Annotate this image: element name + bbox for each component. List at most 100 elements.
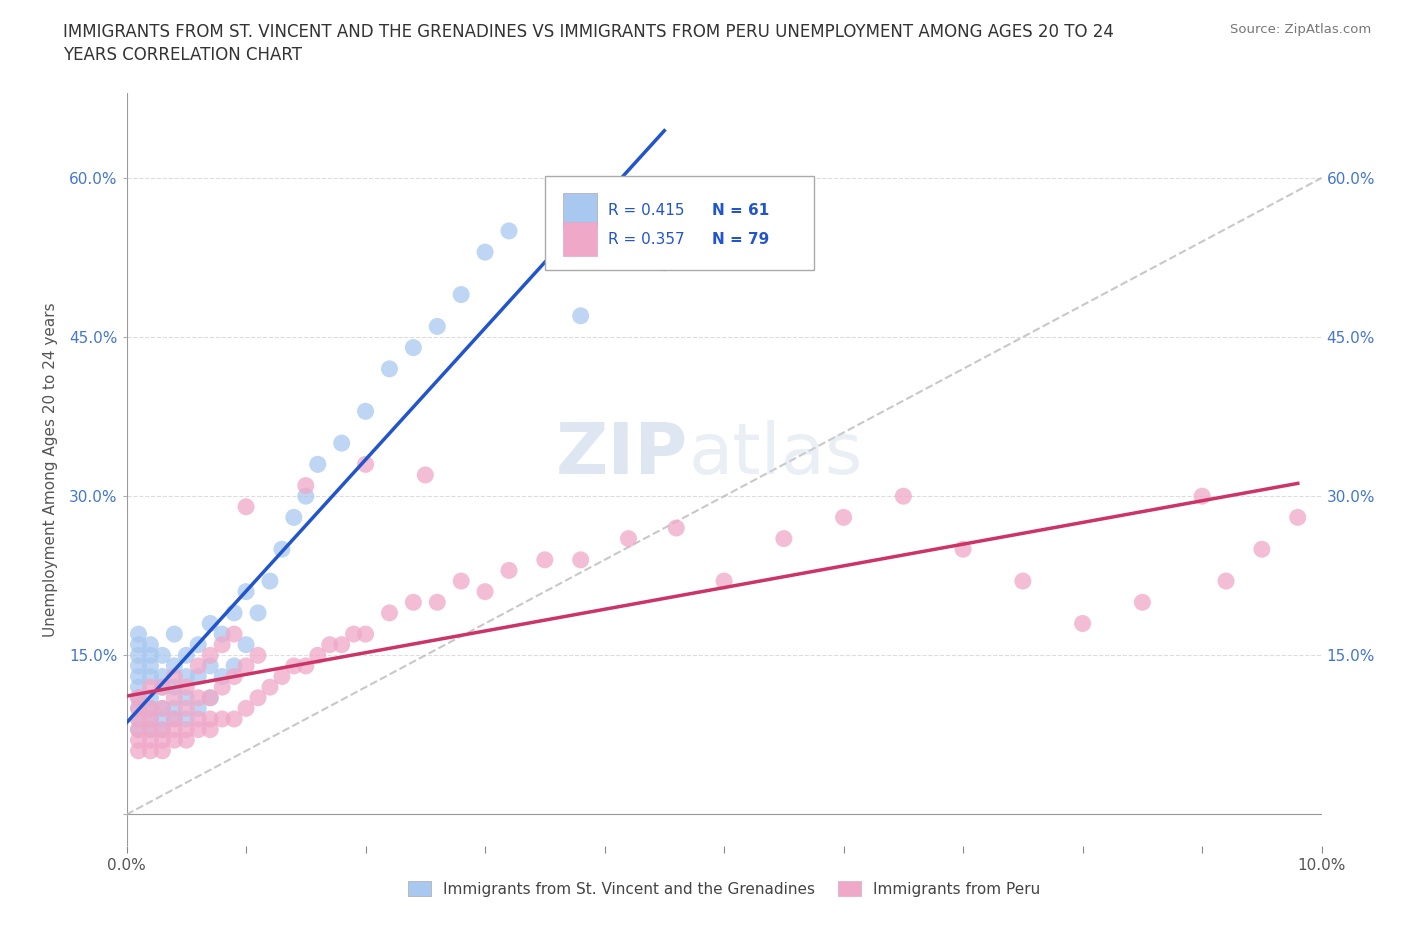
Text: atlas: atlas: [688, 420, 863, 489]
Point: [174, 648, 197, 663]
Point: [163, 733, 186, 748]
Point: [127, 669, 149, 684]
Point: [1286, 510, 1309, 525]
Point: [235, 637, 257, 652]
Point: [174, 711, 197, 726]
Point: [247, 648, 270, 663]
FancyBboxPatch shape: [544, 176, 814, 270]
Point: [330, 435, 353, 450]
Point: [200, 690, 222, 705]
Point: [235, 499, 257, 514]
Point: [773, 531, 796, 546]
Point: [270, 542, 294, 557]
Point: [307, 457, 329, 472]
Point: [163, 711, 186, 726]
Point: [127, 723, 149, 737]
Point: [474, 584, 496, 599]
Point: [211, 680, 233, 695]
Point: [139, 648, 162, 663]
Legend: Immigrants from St. Vincent and the Grenadines, Immigrants from Peru: Immigrants from St. Vincent and the Gren…: [402, 874, 1046, 903]
Point: [415, 468, 437, 483]
Point: [152, 680, 174, 695]
Point: [652, 256, 675, 271]
Point: [127, 743, 149, 758]
Point: [713, 574, 735, 589]
Text: N = 79: N = 79: [711, 232, 769, 246]
Point: [139, 701, 162, 716]
Point: [200, 711, 222, 726]
Point: [200, 690, 222, 705]
Point: [474, 245, 496, 259]
Point: [200, 658, 222, 673]
Point: [127, 648, 149, 663]
Point: [127, 658, 149, 673]
Point: [270, 669, 294, 684]
Point: [247, 690, 270, 705]
Point: [187, 711, 209, 726]
Point: [127, 733, 149, 748]
Point: [402, 595, 425, 610]
Point: [152, 648, 174, 663]
Point: [127, 627, 149, 642]
Point: [187, 669, 209, 684]
Point: [139, 711, 162, 726]
Point: [163, 669, 186, 684]
Point: [152, 723, 174, 737]
Point: [127, 701, 149, 716]
Point: [127, 690, 149, 705]
Point: [247, 605, 270, 620]
Point: [139, 680, 162, 695]
Point: [1215, 574, 1237, 589]
Point: [127, 711, 149, 726]
FancyBboxPatch shape: [562, 222, 598, 257]
Point: [174, 690, 197, 705]
Point: [1011, 574, 1033, 589]
Point: [1130, 595, 1153, 610]
Point: [187, 637, 209, 652]
Point: [330, 637, 353, 652]
Point: [259, 680, 281, 695]
Point: [152, 711, 174, 726]
Point: [235, 701, 257, 716]
Text: IMMIGRANTS FROM ST. VINCENT AND THE GRENADINES VS IMMIGRANTS FROM PERU UNEMPLOYM: IMMIGRANTS FROM ST. VINCENT AND THE GREN…: [63, 23, 1114, 41]
Point: [498, 223, 520, 238]
Text: N = 61: N = 61: [711, 203, 769, 218]
Point: [426, 595, 449, 610]
Point: [127, 701, 149, 716]
Point: [187, 701, 209, 716]
Point: [127, 723, 149, 737]
Point: [200, 616, 222, 631]
Point: [450, 287, 472, 302]
Point: [569, 309, 592, 324]
Point: [152, 701, 174, 716]
Point: [163, 627, 186, 642]
Point: [127, 711, 149, 726]
Point: [294, 489, 316, 504]
Point: [127, 680, 149, 695]
Point: [163, 701, 186, 716]
Point: [152, 701, 174, 716]
Point: [211, 627, 233, 642]
Point: [152, 743, 174, 758]
Point: [318, 637, 342, 652]
Point: [283, 510, 305, 525]
Point: [174, 723, 197, 737]
Point: [1251, 542, 1274, 557]
Point: [952, 542, 974, 557]
Y-axis label: Unemployment Among Ages 20 to 24 years: Unemployment Among Ages 20 to 24 years: [44, 302, 58, 637]
FancyBboxPatch shape: [562, 193, 598, 228]
Point: [450, 574, 472, 589]
Point: [259, 574, 281, 589]
Point: [187, 723, 209, 737]
Point: [174, 733, 197, 748]
Point: [139, 637, 162, 652]
Point: [152, 723, 174, 737]
Point: [1071, 616, 1094, 631]
Point: [152, 669, 174, 684]
Point: [139, 658, 162, 673]
Point: [139, 723, 162, 737]
Point: [139, 669, 162, 684]
Point: [139, 690, 162, 705]
Point: [211, 669, 233, 684]
Point: [283, 658, 305, 673]
